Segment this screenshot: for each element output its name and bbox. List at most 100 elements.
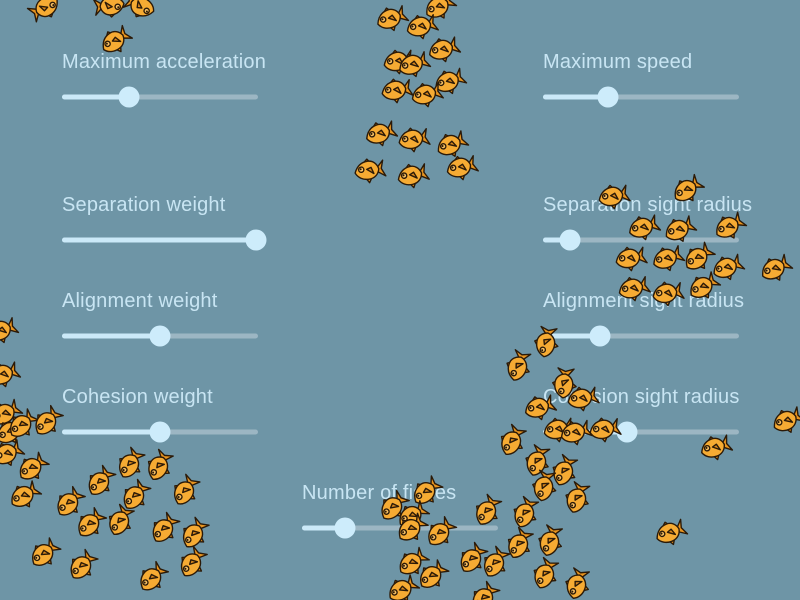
fish-sprite (561, 565, 596, 600)
control-separation-weight: Separation weight (62, 194, 267, 251)
fish-icon (108, 503, 135, 535)
slider-thumb[interactable] (149, 421, 171, 443)
fish-sprite (756, 250, 796, 288)
fish-sprite (412, 556, 453, 597)
fish-sprite (501, 524, 539, 564)
slider-fill (62, 237, 257, 243)
fish-icon (420, 559, 450, 588)
fish-icon (57, 485, 86, 516)
fish-icon (0, 439, 26, 466)
slider-thumb[interactable] (245, 229, 267, 251)
slider-thumb[interactable] (589, 325, 611, 347)
separation-weight-slider[interactable] (62, 229, 267, 251)
fish-icon (411, 81, 445, 108)
fish-icon (533, 556, 560, 589)
separation-sight-radius-slider[interactable] (543, 229, 739, 251)
fish-icon (513, 495, 540, 528)
fish-icon (92, 0, 125, 18)
alignment-weight-slider[interactable] (62, 325, 258, 347)
fish-sprite (50, 482, 91, 523)
maximum-acceleration-slider[interactable] (62, 86, 258, 108)
slider-thumb[interactable] (616, 421, 638, 443)
fish-icon (147, 448, 174, 480)
slider-thumb[interactable] (559, 229, 581, 251)
fish-icon (0, 415, 29, 444)
slider-thumb[interactable] (149, 325, 171, 347)
maximum-acceleration-label: Maximum acceleration (62, 51, 267, 73)
fish-icon (26, 0, 58, 23)
fish-sprite (102, 501, 140, 541)
slider-thumb[interactable] (118, 86, 140, 108)
slider-fill (62, 429, 160, 435)
fish-sprite (24, 0, 65, 26)
fish-icon (354, 158, 387, 184)
control-number-of-fishes: Number of fishes (302, 482, 498, 539)
maximum-speed-slider[interactable] (543, 86, 739, 108)
slider-rail (543, 333, 739, 339)
slider-fill (543, 333, 600, 339)
fish-sprite (24, 534, 65, 575)
number-of-fishes-slider[interactable] (302, 517, 498, 539)
fish-sprite (768, 402, 800, 439)
fish-sprite (465, 577, 505, 600)
control-separation-sight-radius: Separation sight radius (543, 194, 752, 251)
fish-sprite (494, 421, 532, 461)
slider-thumb[interactable] (334, 517, 356, 539)
slider-thumb[interactable] (597, 86, 619, 108)
fish-icon (398, 127, 431, 153)
slider-fill (543, 94, 608, 100)
fish-icon (88, 464, 117, 495)
fish-sprite (2, 405, 43, 446)
slider-fill (543, 429, 628, 435)
control-alignment-sight-radius: Alignment sight radius (543, 290, 744, 347)
fish-sprite (120, 0, 160, 24)
fish-icon (435, 67, 468, 95)
fish-sprite (0, 358, 23, 393)
fish-icon (399, 51, 432, 78)
slider-fill (62, 94, 129, 100)
fish-icon (0, 317, 20, 344)
fish-sprite (379, 75, 415, 106)
control-maximum-acceleration: Maximum acceleration (62, 51, 267, 108)
fish-icon (0, 398, 24, 426)
fish-sprite (12, 448, 53, 488)
fish-icon (32, 537, 62, 566)
fish-sprite (403, 10, 441, 43)
fish-sprite (392, 543, 433, 583)
fish-sprite (651, 515, 690, 551)
fish-sprite (5, 476, 46, 515)
fish-sprite (383, 570, 424, 600)
fish-sprite (175, 514, 214, 555)
alignment-sight-radius-slider[interactable] (543, 325, 739, 347)
fish-icon (78, 506, 108, 537)
fish-sprite (560, 479, 595, 518)
fish-icon (446, 154, 480, 181)
fish-sprite (528, 554, 565, 594)
fish-icon (118, 446, 146, 478)
slider-fill (302, 525, 346, 531)
fish-sprite (352, 156, 387, 186)
fish-icon (182, 516, 210, 548)
fish-sprite (476, 543, 515, 584)
cohesion-sight-radius-label: Cohesion sight radius (543, 386, 740, 408)
fish-sprite (381, 46, 418, 78)
fish-icon (11, 480, 43, 508)
fish-icon (506, 349, 532, 381)
fish-sprite (0, 313, 21, 348)
cohesion-weight-label: Cohesion weight (62, 386, 213, 408)
fish-icon (656, 518, 689, 546)
fish-sprite (166, 471, 205, 512)
fish-icon (525, 444, 551, 476)
cohesion-weight-slider[interactable] (62, 421, 258, 443)
fish-icon (389, 574, 421, 600)
fish-icon (122, 0, 155, 18)
slider-rail (62, 94, 258, 100)
fish-sprite (0, 395, 26, 433)
cohesion-sight-radius-slider[interactable] (543, 421, 739, 443)
fish-icon (507, 526, 534, 558)
separation-weight-label: Separation weight (62, 194, 226, 216)
fish-icon (383, 49, 416, 75)
fish-icon (437, 130, 470, 157)
fish-sprite (432, 126, 472, 163)
